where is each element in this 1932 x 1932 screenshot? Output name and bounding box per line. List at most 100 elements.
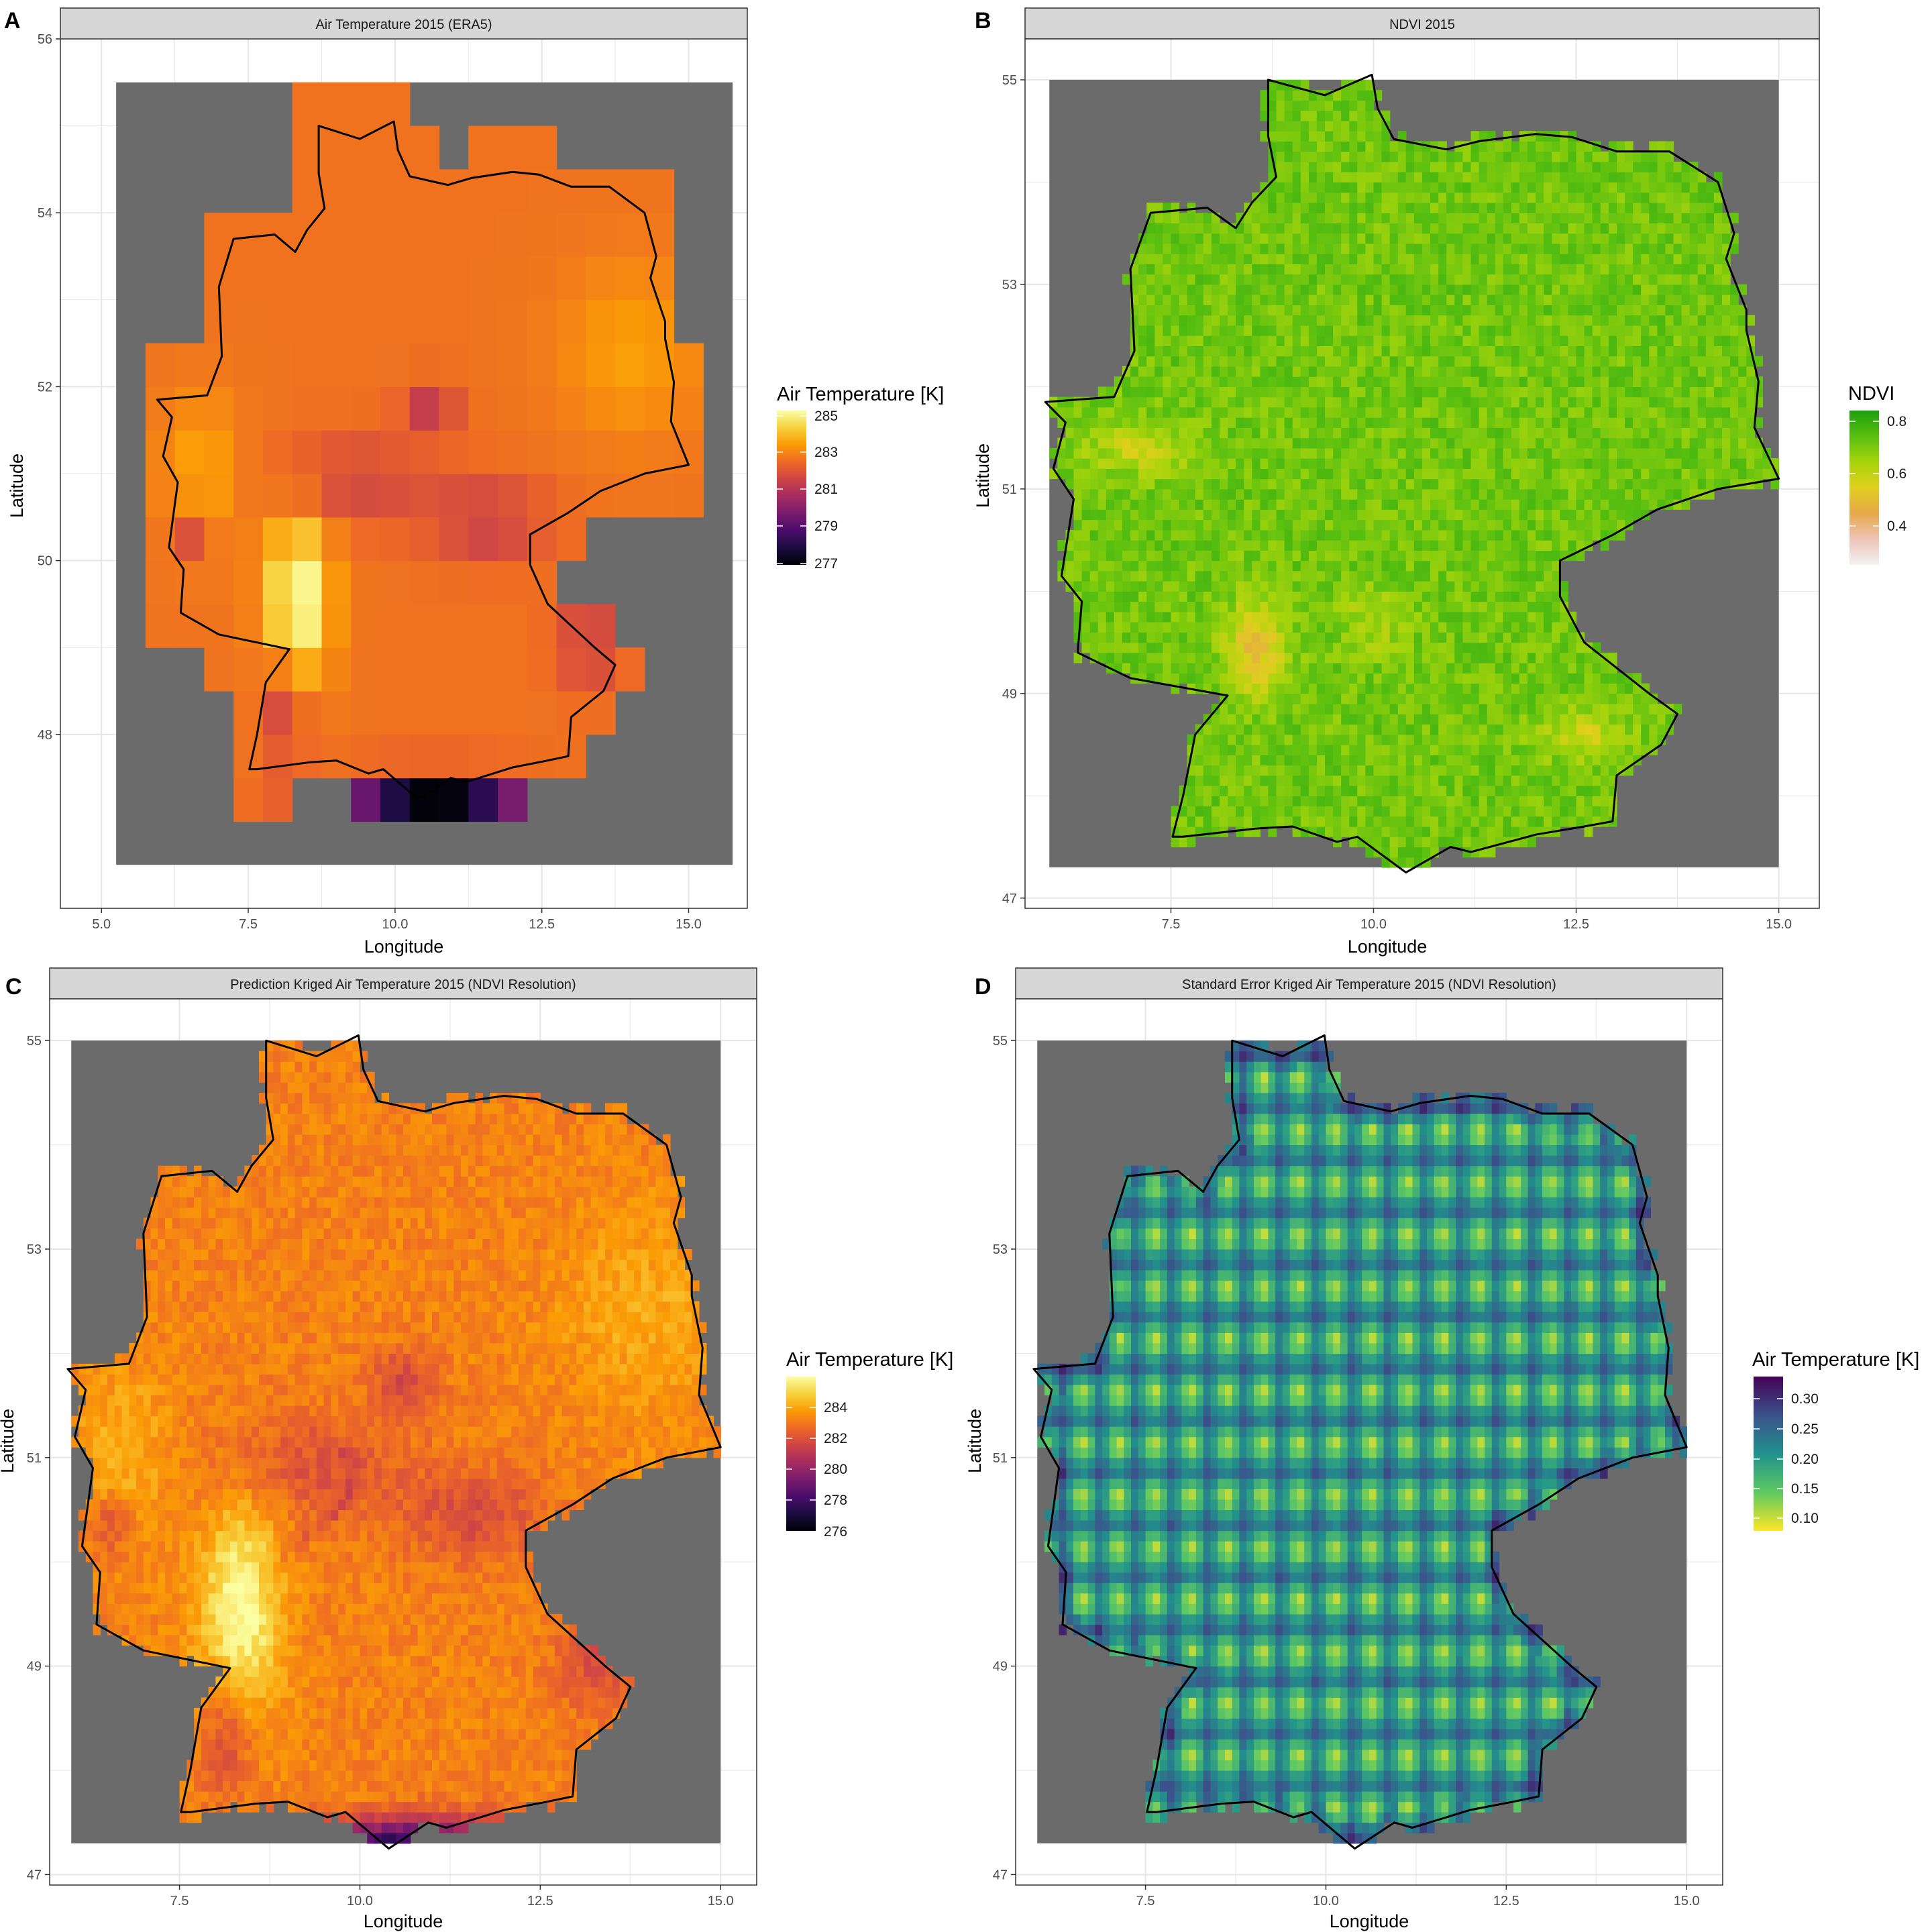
raster-cell (1544, 714, 1552, 725)
raster-cell (1122, 468, 1131, 480)
raster-cell (1187, 622, 1196, 633)
raster-cell (1479, 540, 1488, 551)
raster-cell (1341, 151, 1350, 162)
raster-cell (1220, 632, 1228, 643)
raster-cell (1268, 806, 1277, 817)
raster-cell (1568, 345, 1577, 357)
raster-cell (1422, 447, 1431, 459)
raster-cell (1511, 386, 1520, 398)
raster-cell (1138, 366, 1147, 377)
raster-cell (1357, 162, 1366, 172)
raster-cell (1633, 192, 1642, 203)
raster-cell (1155, 264, 1163, 275)
raster-cell (1333, 570, 1342, 582)
raster-cell (1584, 734, 1593, 745)
raster-cell (1405, 182, 1415, 193)
raster-cell (1097, 570, 1107, 582)
raster-cell (1389, 386, 1399, 398)
raster-cell (1608, 468, 1617, 480)
raster-cell (1422, 284, 1431, 295)
raster-cell (1316, 478, 1326, 490)
raster-cell (1179, 305, 1188, 316)
raster-cell (1260, 704, 1269, 714)
raster-cell (1536, 233, 1544, 244)
raster-cell (1470, 581, 1480, 592)
raster-cell (1373, 796, 1383, 807)
raster-cell (1397, 151, 1407, 162)
raster-cell (1536, 366, 1544, 377)
raster-cell (1244, 724, 1252, 735)
raster-cell (1413, 356, 1423, 367)
raster-cell (1155, 652, 1163, 663)
raster-cell (1171, 837, 1180, 848)
raster-cell (1276, 325, 1285, 336)
raster-cell (1114, 447, 1123, 459)
raster-cell (1203, 325, 1212, 336)
raster-cell (1413, 806, 1423, 817)
raster-cell (1203, 407, 1212, 418)
raster-cell (1519, 447, 1528, 459)
raster-cell (1479, 284, 1488, 295)
raster-cell (1276, 100, 1285, 111)
raster-cell (1236, 305, 1244, 316)
raster-cell (145, 560, 176, 604)
raster-cell (1333, 192, 1342, 203)
raster-cell (1576, 550, 1585, 561)
raster-cell (1171, 274, 1180, 285)
raster-cell (1228, 478, 1236, 490)
raster-cell (1625, 407, 1633, 418)
raster-cell (1536, 437, 1544, 449)
raster-cell (1389, 683, 1399, 694)
raster-cell (1316, 437, 1326, 449)
raster-cell (1381, 509, 1391, 521)
raster-cell (1333, 704, 1342, 714)
raster-cell (1681, 305, 1690, 316)
raster-cell (1617, 745, 1625, 755)
raster-cell (1438, 570, 1447, 582)
raster-cell (1600, 356, 1609, 367)
raster-cell (233, 560, 264, 604)
raster-cell (1325, 560, 1334, 572)
raster-cell (1397, 366, 1407, 377)
raster-cell (1228, 499, 1236, 510)
raster-cell (1203, 632, 1212, 643)
raster-cell (1422, 366, 1431, 377)
raster-cell (1195, 437, 1204, 449)
raster-cell (1552, 796, 1560, 807)
raster-cell (1527, 488, 1536, 500)
raster-cell (1689, 264, 1699, 275)
raster-cell (1195, 683, 1204, 694)
raster-cell (1511, 519, 1520, 531)
raster-cell (1106, 642, 1115, 653)
raster-cell (1600, 509, 1609, 521)
raster-cell (1341, 591, 1350, 602)
raster-cell (1308, 427, 1318, 439)
raster-cell (615, 343, 645, 387)
raster-cell (1130, 642, 1139, 653)
raster-cell (1608, 151, 1617, 162)
raster-cell (1462, 458, 1472, 469)
raster-cell (1625, 376, 1633, 387)
raster-cell (1292, 407, 1301, 418)
raster-cell (1600, 714, 1609, 725)
raster-cell (1552, 663, 1560, 674)
raster-cell (1252, 796, 1260, 807)
raster-cell (1617, 315, 1625, 326)
raster-cell (1211, 468, 1220, 480)
raster-cell (1495, 611, 1504, 623)
raster-cell (1397, 294, 1407, 305)
raster-cell (1536, 294, 1544, 305)
raster-cell (1228, 806, 1236, 817)
raster-cell (1220, 427, 1228, 439)
raster-cell (1608, 305, 1617, 316)
raster-cell (1276, 233, 1285, 244)
raster-cell (1454, 816, 1463, 827)
raster-cell (1292, 683, 1301, 694)
raster-cell (439, 560, 469, 604)
raster-cell (468, 386, 498, 431)
x-tick-label: 5.0 (92, 917, 111, 932)
raster-cell (1422, 335, 1431, 346)
raster-cell (1511, 437, 1520, 449)
raster-cell (1487, 325, 1496, 336)
raster-cell (1244, 683, 1252, 694)
